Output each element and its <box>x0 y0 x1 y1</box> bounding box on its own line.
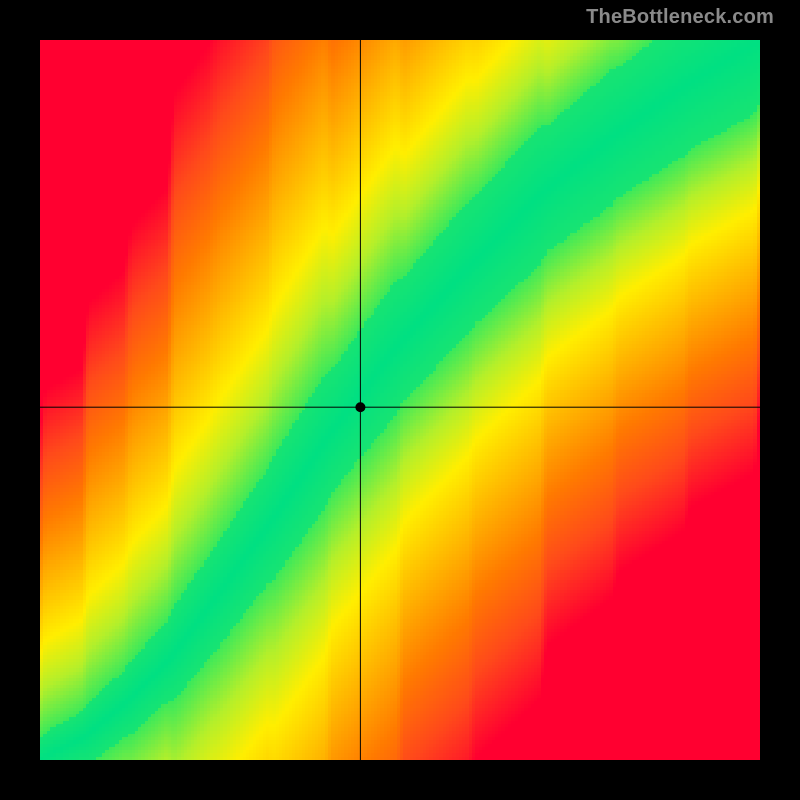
bottleneck-heatmap <box>0 0 800 800</box>
chart-frame: { "watermark": { "text": "TheBottleneck.… <box>0 0 800 800</box>
watermark-text: TheBottleneck.com <box>586 6 774 29</box>
